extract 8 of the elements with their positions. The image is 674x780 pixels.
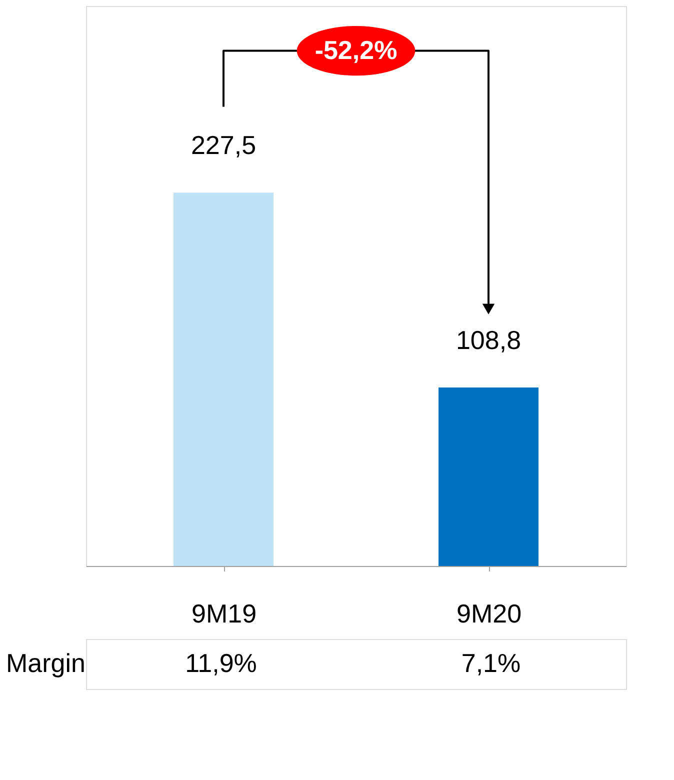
- text: 7,1%: [461, 648, 521, 678]
- text: -52,2%: [314, 34, 398, 65]
- data-label: 227,5: [190, 130, 256, 160]
- text: Margin: [6, 648, 86, 678]
- x-tick-label: 9M19: [191, 598, 257, 628]
- data-label: 108,8: [456, 324, 522, 355]
- text: 11,9%: [185, 648, 257, 678]
- x-tick-label: 9M20: [456, 598, 522, 628]
